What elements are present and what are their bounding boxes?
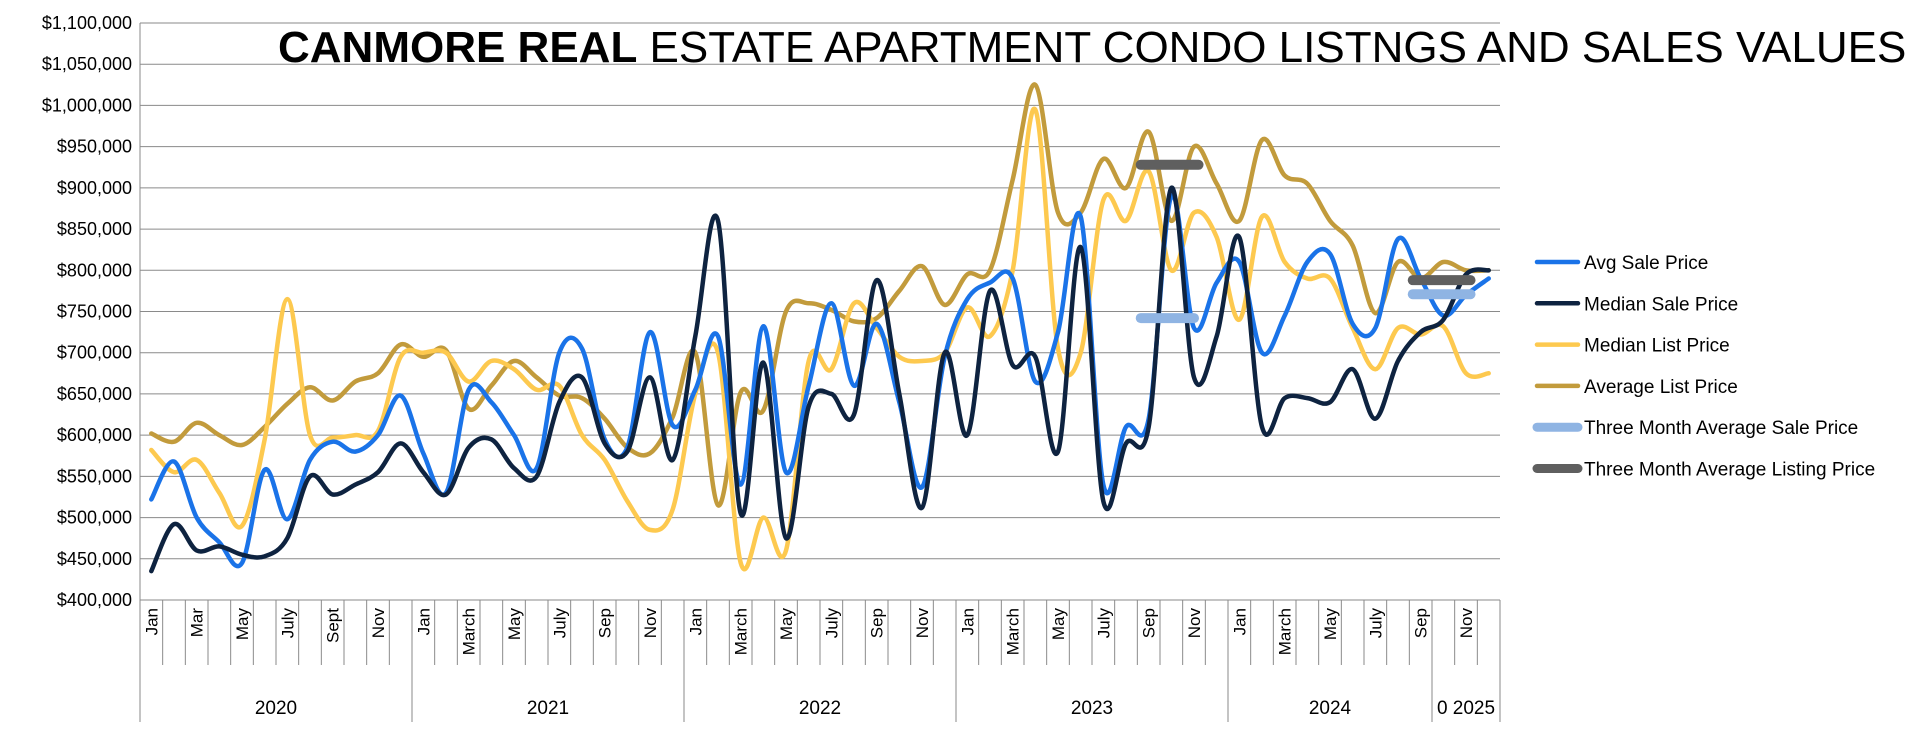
average-markers [1135, 159, 1476, 324]
x-tick-label: Sep [868, 608, 887, 638]
series-lines [149, 82, 1491, 574]
x-tick-label: Mar [188, 608, 207, 638]
y-tick-label: $600,000 [57, 425, 132, 445]
x-tick-label: Sep [596, 608, 615, 638]
x-tick-label: Sep [1140, 608, 1159, 638]
y-tick-label: $850,000 [57, 219, 132, 239]
year-label: 2020 [255, 698, 297, 719]
x-tick-label: May [1321, 608, 1340, 641]
y-tick-label: $400,000 [57, 590, 132, 610]
x-tick-label: Nov [369, 608, 388, 639]
y-tick-label: $550,000 [57, 466, 132, 486]
x-tick-label: Jan [1230, 608, 1249, 635]
x-tick-label: Nov [1457, 608, 1476, 639]
x-axis: Jan Mar May July Sept Nov Jan March May July Sep No… [139, 23, 1501, 722]
legend-label: Three Month Average Sale Price [1584, 418, 1858, 439]
legend-label: Median Sale Price [1584, 294, 1738, 315]
y-tick-label: $1,000,000 [42, 95, 132, 115]
chart-title: CANMORE REAL ESTATE APARTMENT CONDO LIST… [278, 23, 1906, 72]
chart-title-rest: ESTATE APARTMENT CONDO LISTNGS AND SALES… [637, 23, 1906, 72]
y-tick-label: $800,000 [57, 260, 132, 280]
x-tick-label: May [505, 608, 524, 641]
x-tick-label: March [1004, 608, 1023, 655]
x-tick-label: Nov [641, 608, 660, 639]
legend: Avg Sale Price Median Sale Price Median Li… [1532, 253, 1875, 481]
x-tick-label: Nov [1185, 608, 1204, 639]
x-tick-label: Jan [958, 608, 977, 635]
year-label: 2022 [799, 698, 841, 719]
y-tick-label: $1,100,000 [42, 13, 132, 33]
y-tick-label: $950,000 [57, 137, 132, 157]
y-tick-label: $450,000 [57, 549, 132, 569]
x-tick-label: Nov [913, 608, 932, 639]
y-tick-label: $650,000 [57, 384, 132, 404]
y-tick-label: $900,000 [57, 178, 132, 198]
x-tick-label: March [460, 608, 479, 655]
y-tick-label: $1,050,000 [42, 54, 132, 74]
year-label: 2021 [527, 698, 569, 719]
series-line-3 [149, 82, 1491, 508]
x-tick-label: March [732, 608, 751, 655]
legend-label: Median List Price [1584, 336, 1730, 357]
y-tick-label: $750,000 [57, 302, 132, 322]
legend-label: Avg Sale Price [1584, 253, 1708, 274]
x-tick-label: May [777, 608, 796, 641]
y-axis-ticks: $400,000 $450,000 $500,000 $550,000 $600,000… [42, 13, 132, 610]
x-tick-label: Sep [1412, 608, 1431, 638]
x-tick-label: July [550, 608, 569, 639]
x-tick-label: Sept [324, 608, 343, 643]
series-line-0 [149, 192, 1491, 569]
x-tick-label: July [278, 608, 297, 639]
x-tick-label: Jan [686, 608, 705, 635]
year-label: 0 2025 [1437, 698, 1495, 719]
x-tick-label: July [822, 608, 841, 639]
year-label: 2024 [1309, 698, 1352, 719]
legend-label: Three Month Average Listing Price [1584, 460, 1875, 481]
x-tick-label: July [1094, 608, 1113, 639]
grid-lines [140, 22, 1500, 601]
y-tick-label: $700,000 [57, 343, 132, 363]
x-tick-label: Jan [414, 608, 433, 635]
x-tick-label: March [1276, 608, 1295, 655]
x-tick-label: May [233, 608, 252, 641]
x-tick-label: July [1366, 608, 1385, 639]
y-tick-label: $500,000 [57, 508, 132, 528]
x-tick-label: Jan [142, 608, 161, 635]
year-label: 2023 [1071, 698, 1113, 719]
x-tick-label: May [1049, 608, 1068, 641]
legend-label: Average List Price [1584, 377, 1738, 398]
series-line-1 [149, 185, 1491, 574]
chart-title-bold: CANMORE REAL [278, 23, 637, 72]
